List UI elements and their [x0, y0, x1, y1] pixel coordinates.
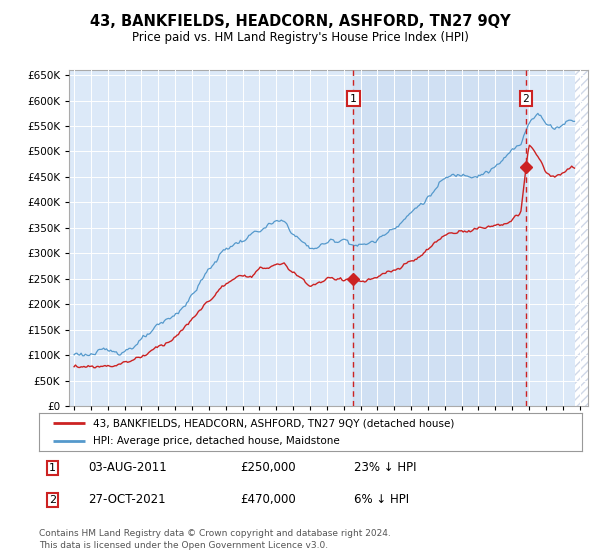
Text: 03-AUG-2011: 03-AUG-2011 — [88, 461, 167, 474]
Text: 2: 2 — [523, 94, 529, 104]
Text: Price paid vs. HM Land Registry's House Price Index (HPI): Price paid vs. HM Land Registry's House … — [131, 31, 469, 44]
Text: 1: 1 — [49, 463, 56, 473]
Bar — [353, 70, 526, 406]
Text: 43, BANKFIELDS, HEADCORN, ASHFORD, TN27 9QY: 43, BANKFIELDS, HEADCORN, ASHFORD, TN27 … — [89, 14, 511, 29]
Bar — [575, 70, 588, 406]
Text: 27-OCT-2021: 27-OCT-2021 — [88, 493, 166, 506]
Text: 6% ↓ HPI: 6% ↓ HPI — [354, 493, 409, 506]
Text: 23% ↓ HPI: 23% ↓ HPI — [354, 461, 416, 474]
Text: This data is licensed under the Open Government Licence v3.0.: This data is licensed under the Open Gov… — [39, 541, 328, 550]
Text: £470,000: £470,000 — [240, 493, 296, 506]
Text: 1: 1 — [350, 94, 357, 104]
Text: 43, BANKFIELDS, HEADCORN, ASHFORD, TN27 9QY (detached house): 43, BANKFIELDS, HEADCORN, ASHFORD, TN27 … — [94, 418, 455, 428]
Text: 2: 2 — [49, 495, 56, 505]
Text: Contains HM Land Registry data © Crown copyright and database right 2024.: Contains HM Land Registry data © Crown c… — [39, 529, 391, 538]
Text: HPI: Average price, detached house, Maidstone: HPI: Average price, detached house, Maid… — [94, 436, 340, 446]
Text: £250,000: £250,000 — [240, 461, 296, 474]
